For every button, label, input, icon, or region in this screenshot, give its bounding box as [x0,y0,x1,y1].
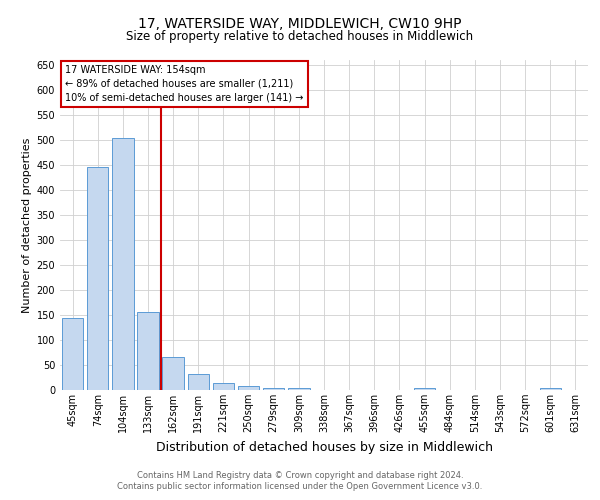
Bar [213,383,234,390]
Bar [414,388,435,390]
Y-axis label: Number of detached properties: Number of detached properties [22,138,32,312]
Bar [62,318,83,390]
Bar [188,374,209,390]
Bar [87,166,109,390]
Bar [539,388,561,390]
Text: Size of property relative to detached houses in Middlewich: Size of property relative to detached ho… [127,30,473,43]
X-axis label: Distribution of detached houses by size in Middlewich: Distribution of detached houses by size … [155,440,493,454]
Bar [163,356,184,390]
Bar [238,386,259,390]
Bar [112,138,134,390]
Bar [137,312,158,390]
Bar [288,388,310,390]
Text: 17, WATERSIDE WAY, MIDDLEWICH, CW10 9HP: 17, WATERSIDE WAY, MIDDLEWICH, CW10 9HP [138,18,462,32]
Text: 17 WATERSIDE WAY: 154sqm
← 89% of detached houses are smaller (1,211)
10% of sem: 17 WATERSIDE WAY: 154sqm ← 89% of detach… [65,65,304,103]
Text: Contains public sector information licensed under the Open Government Licence v3: Contains public sector information licen… [118,482,482,491]
Text: Contains HM Land Registry data © Crown copyright and database right 2024.: Contains HM Land Registry data © Crown c… [137,471,463,480]
Bar [263,388,284,390]
